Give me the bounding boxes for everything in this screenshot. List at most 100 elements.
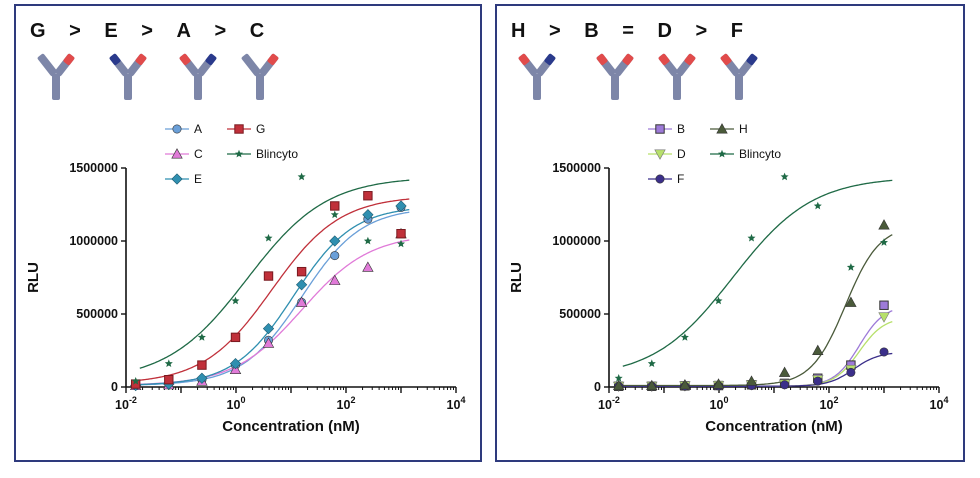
data-point-blincyto [747, 233, 756, 242]
data-point-g [363, 191, 373, 201]
data-point-blincyto [780, 172, 789, 181]
legend-marker [655, 124, 665, 134]
y-tick-label: 0 [594, 380, 601, 394]
series-blincyto [131, 172, 405, 385]
legend-label: B [677, 122, 686, 136]
data-point-g [230, 332, 241, 343]
rank-token: F [730, 20, 744, 42]
fit-curve-a [139, 211, 410, 386]
data-point-blincyto [813, 201, 822, 210]
chart-right: 0 500000 1000000 1500000 10-2 100 102 104 Concen… [508, 161, 949, 435]
rank-token: > [214, 20, 227, 42]
data-point-blincyto [647, 359, 656, 367]
antibody-icon [596, 53, 634, 100]
rank-token: H [511, 20, 526, 42]
legend-marker [171, 148, 183, 159]
data-point-e [229, 358, 242, 370]
data-point-c [295, 296, 308, 307]
antibody-icon [241, 53, 279, 100]
data-point-blincyto [297, 172, 306, 181]
legend-swatch [165, 148, 189, 159]
legend-label: G [256, 122, 266, 136]
data-point-blincyto [397, 239, 405, 248]
legend-label: D [677, 147, 686, 161]
legend-label: C [194, 147, 203, 161]
data-point-c [329, 274, 341, 285]
x-tick-label: 104 [447, 395, 466, 412]
data-point-h [712, 378, 725, 389]
data-point-b [879, 300, 889, 310]
data-point-d [878, 312, 890, 323]
legend-marker [654, 149, 666, 160]
legend-swatch [710, 123, 734, 134]
legend-marker [235, 149, 243, 158]
rank-token: > [141, 20, 153, 42]
fit-curve-g [139, 198, 410, 381]
legend-label: F [677, 172, 685, 186]
rank-token: A [176, 20, 191, 42]
rank-token: > [695, 20, 708, 42]
legend-swatch [165, 173, 189, 185]
data-point-e [295, 279, 308, 291]
legend-swatch [648, 149, 672, 160]
data-point-blincyto [680, 333, 689, 341]
legend-swatch [165, 124, 189, 134]
y-tick-label: 1000000 [69, 234, 118, 248]
rank-token: D [657, 20, 672, 42]
data-point-blincyto [164, 359, 173, 367]
x-tick-label: 10-2 [598, 395, 620, 412]
legend-swatch [710, 149, 734, 158]
data-point-e [362, 209, 374, 221]
data-point-e [329, 235, 341, 247]
y-tick-label: 500000 [76, 307, 118, 321]
x-tick-label: 10-2 [115, 395, 137, 412]
data-point-h [845, 296, 857, 307]
data-point-f [846, 367, 856, 377]
fit-curve-blincyto [622, 179, 893, 367]
legend-label: Blincyto [739, 147, 782, 161]
data-point-blincyto [363, 236, 372, 245]
x-tick-label: 100 [710, 395, 729, 412]
antibody-icon [37, 53, 75, 100]
y-tick-label: 1500000 [69, 161, 118, 175]
x-tick-label: 104 [930, 395, 949, 412]
fit-curve-blincyto [139, 179, 410, 369]
y-axis-title: RLU [25, 262, 42, 293]
x-tick-label: 102 [820, 395, 839, 412]
data-point-blincyto [614, 374, 623, 382]
rank-token: C [249, 20, 265, 42]
series-h [612, 219, 890, 391]
data-point-blincyto [880, 238, 888, 246]
data-point-h [778, 366, 791, 377]
data-point-g [396, 229, 406, 239]
rank-token: > [549, 20, 561, 42]
data-point-blincyto [846, 263, 855, 271]
data-point-blincyto [131, 377, 140, 385]
legend-swatch [648, 174, 672, 184]
data-point-blincyto [231, 296, 240, 305]
legend-marker [718, 149, 726, 158]
legend-label: A [194, 122, 203, 136]
data-point-g [197, 360, 207, 370]
x-tick-label: 100 [227, 395, 246, 412]
x-axis-title: Concentration (nM) [222, 418, 359, 435]
data-point-blincyto [264, 233, 273, 242]
data-point-g [263, 271, 274, 281]
data-point-c [262, 337, 275, 348]
data-point-f [879, 347, 889, 357]
legend-swatch [227, 124, 251, 134]
legend-marker [716, 123, 728, 134]
legend-swatch [227, 149, 251, 158]
x-axis-title: Concentration (nM) [705, 418, 842, 435]
antibody-icon [179, 53, 217, 100]
legend-marker [172, 124, 182, 134]
chart-left: 0 500000 1000000 1500000 10-2 100 102 104 Concen… [25, 161, 466, 435]
legend-swatch [648, 124, 672, 134]
rank-token: G [30, 20, 46, 42]
rank-token: E [104, 20, 118, 42]
potency-ranking-left: G > E > A > C [30, 20, 282, 43]
data-point-h [612, 379, 625, 391]
data-point-h [646, 379, 658, 391]
rank-token: > [69, 20, 81, 42]
series-blincyto [614, 172, 888, 382]
